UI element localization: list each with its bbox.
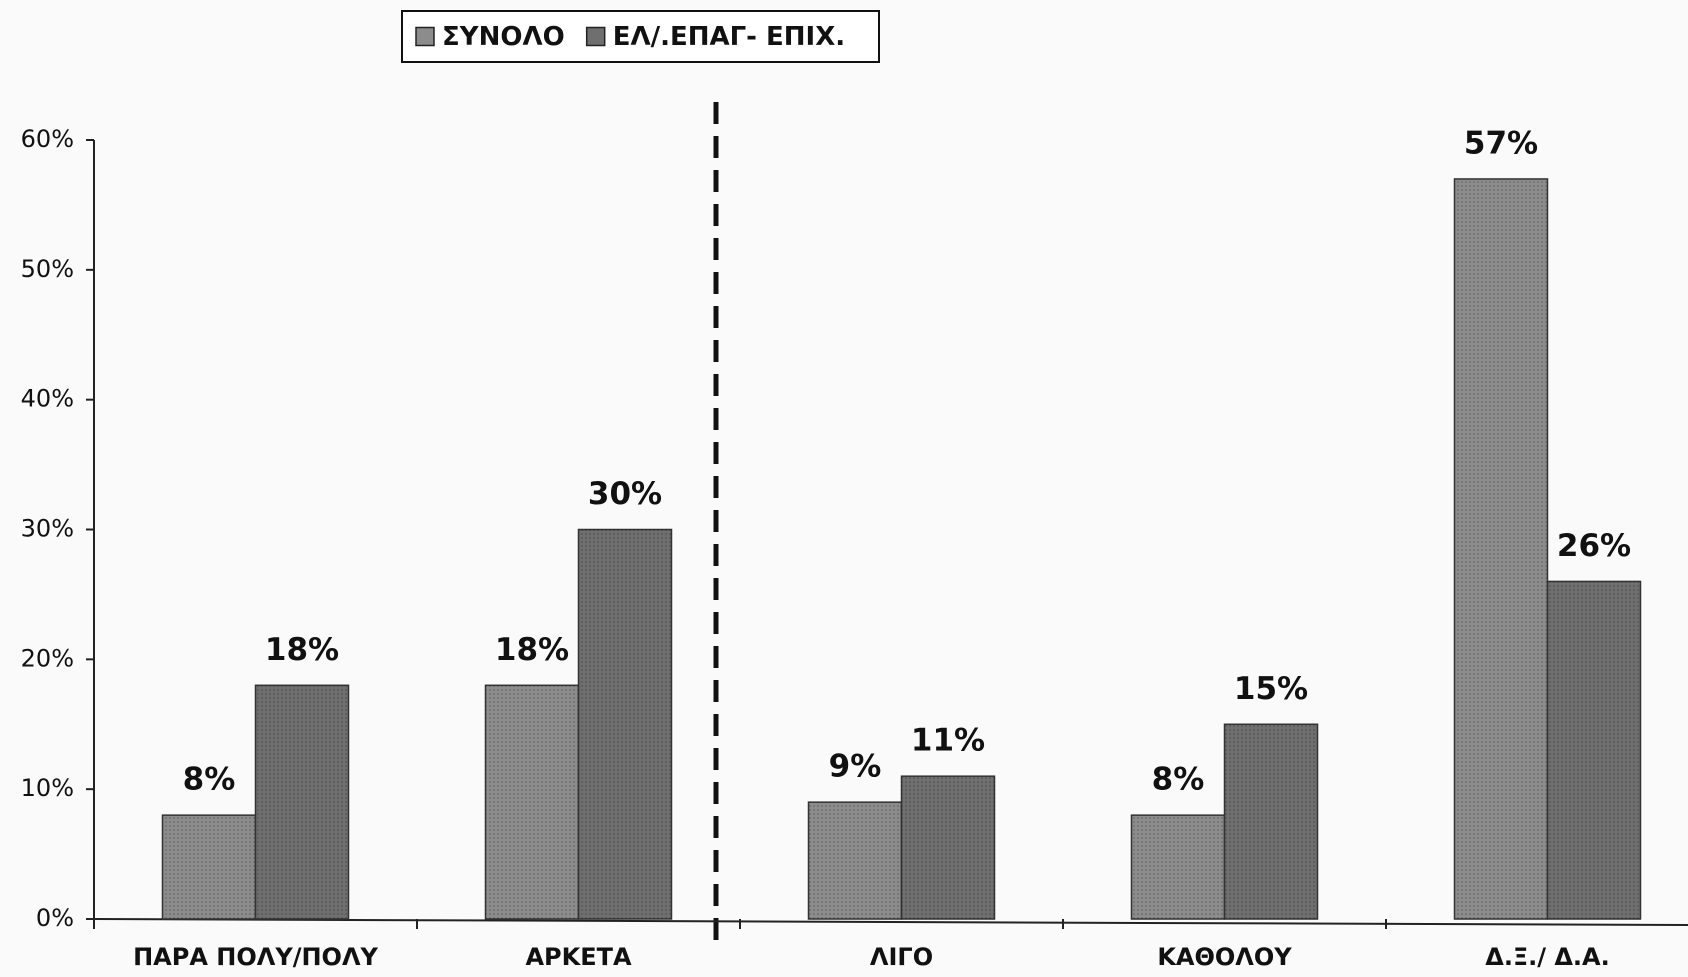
bar-texture (1454, 178, 1548, 919)
x-tick-label: ΚΑΘΟΛΟΥ (1157, 943, 1292, 971)
legend-label: ΕΛ/.ΕΠΑΓ- ΕΠΙΧ. (613, 22, 845, 52)
value-label: 30% (588, 476, 662, 512)
legend-label: ΣΥΝΟΛΟ (442, 22, 565, 52)
value-label: 8% (183, 762, 236, 798)
bar-texture (578, 529, 672, 919)
x-tick-label: ΑΡΚΕΤΑ (525, 943, 632, 971)
x-axis (93, 918, 1688, 926)
y-tick-label: 50% (21, 255, 74, 283)
value-label: 15% (1234, 671, 1308, 707)
value-label: 26% (1557, 528, 1631, 564)
bar-texture (1131, 815, 1225, 919)
x-tick-label: Δ.Ξ./ Δ.Α. (1485, 943, 1609, 971)
bar-texture (162, 815, 256, 919)
value-label: 8% (1152, 762, 1205, 798)
y-tick-label: 0% (36, 904, 74, 932)
bar-texture (901, 776, 995, 919)
bar-texture (255, 685, 349, 919)
value-label: 9% (829, 749, 882, 785)
value-label: 18% (265, 632, 339, 668)
y-tick-label: 30% (21, 515, 74, 543)
bar-texture (1547, 581, 1641, 919)
value-label: 18% (495, 632, 569, 668)
bar-texture (1224, 724, 1318, 919)
bar-texture (485, 685, 579, 919)
legend-swatch (415, 26, 435, 47)
y-tick-label: 10% (21, 774, 74, 802)
value-label: 57% (1464, 125, 1538, 161)
y-tick-label: 40% (21, 385, 74, 413)
value-label: 11% (911, 723, 985, 759)
legend-swatch (585, 26, 606, 47)
x-tick-label: ΛΙΓΟ (870, 943, 933, 971)
y-tick-label: 20% (21, 644, 74, 672)
legend-box (401, 10, 880, 63)
x-tick-label: ΠΑΡΑ ΠΟΛΥ/ΠΟΛΥ (133, 943, 378, 971)
y-tick-label: 60% (21, 125, 74, 153)
bar-texture (808, 802, 902, 919)
